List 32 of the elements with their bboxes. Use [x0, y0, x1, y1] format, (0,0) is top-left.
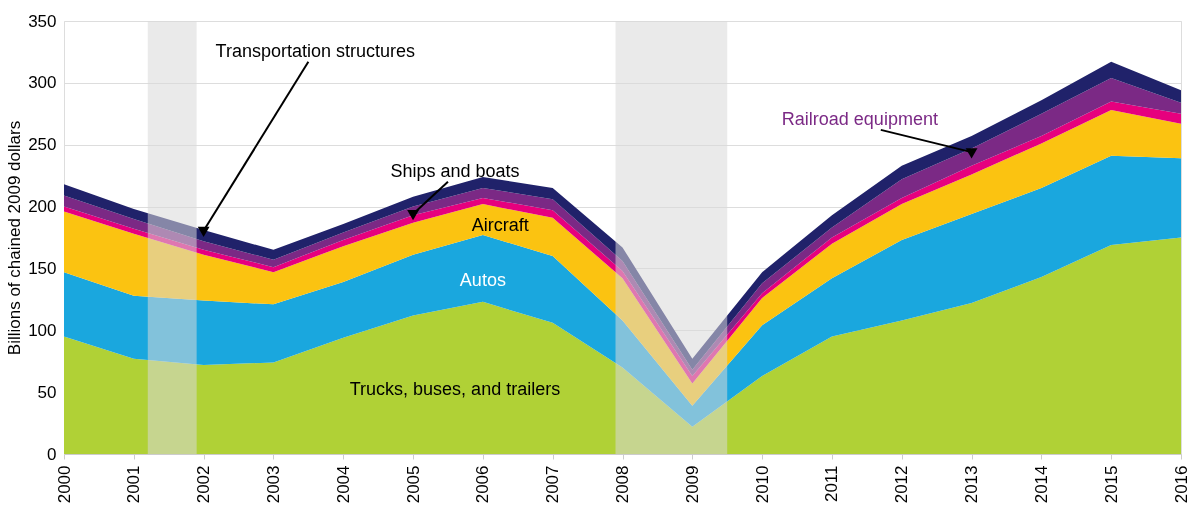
y-tick-label: 250 [28, 135, 57, 155]
series-label: Autos [459, 269, 506, 290]
y-axis-title: Billions of chained 2009 dollars [5, 120, 25, 356]
x-tick-label: 2011 [822, 465, 842, 503]
x-tick-label: 2002 [194, 465, 214, 504]
x-tick-label: 2007 [543, 465, 563, 504]
x-tick-label: 2001 [124, 465, 144, 504]
text: Transportation structures [215, 40, 416, 61]
x-tick-label: 2003 [263, 465, 283, 504]
series-label: Trucks, buses, and trailers [349, 378, 561, 399]
x-tick-label: 2013 [962, 465, 982, 504]
y-tick-label: 150 [28, 258, 57, 278]
x-tick-label: 2005 [403, 465, 423, 504]
x-tick-label: 2006 [473, 465, 493, 504]
y-tick-label: 0 [47, 444, 57, 464]
y-tick-label: 50 [37, 382, 57, 402]
x-tick-label: 2010 [752, 465, 772, 504]
x-tick-label: 2009 [682, 465, 702, 504]
y-tick-label: 100 [28, 320, 57, 340]
series-label: Ships and boats [390, 160, 520, 181]
y-tick-label: 350 [28, 11, 57, 31]
x-tick-label: 2014 [1031, 465, 1051, 504]
x-tick-label: 2000 [54, 465, 74, 504]
x-tick-label: 2008 [613, 465, 632, 504]
series-label: Aircraft [471, 215, 529, 236]
series-label: Railroad equipment [781, 108, 938, 129]
x-tick-label: 2015 [1101, 465, 1121, 504]
x-tick-label: 2012 [892, 465, 912, 504]
y-tick-label: 300 [28, 73, 57, 93]
y-tick-label: 200 [28, 197, 57, 217]
x-tick-label: 2004 [333, 465, 353, 504]
x-tick-label: 2016 [1171, 465, 1191, 504]
